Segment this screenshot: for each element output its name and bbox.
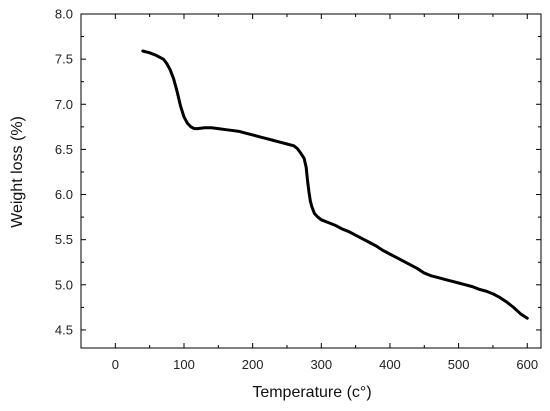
y-tick-label: 6.0 [55,187,73,202]
axis-ticks [80,13,541,348]
y-tick-label: 7.0 [55,97,73,112]
x-tick-label: 0 [112,357,119,372]
x-tick-labels: 0 100 200 300 400 500 600 [112,357,538,372]
x-tick-label: 500 [448,357,470,372]
x-tick-label: 600 [516,357,538,372]
x-axis-title: Temperature (c°) [252,384,371,401]
y-tick-label: 7.5 [55,52,73,67]
y-tick-label: 8.0 [55,7,73,22]
x-tick-label: 200 [242,357,264,372]
y-tick-label: 5.5 [55,232,73,247]
y-tick-labels: 4.5 5.0 5.5 6.0 6.5 7.0 7.5 8.0 [55,7,73,338]
y-tick-label: 5.0 [55,277,73,292]
series-line [141,49,529,320]
x-tick-label: 300 [310,357,332,372]
x-tick-label: 100 [173,357,195,372]
y-axis-title: Weight loss (%) [9,116,26,228]
y-tick-label: 4.5 [55,322,73,337]
x-tick-label: 400 [379,357,401,372]
y-tick-label: 6.5 [55,142,73,157]
plot-frame [80,13,542,349]
series-layer [141,49,529,320]
plot-area-border [80,13,542,349]
